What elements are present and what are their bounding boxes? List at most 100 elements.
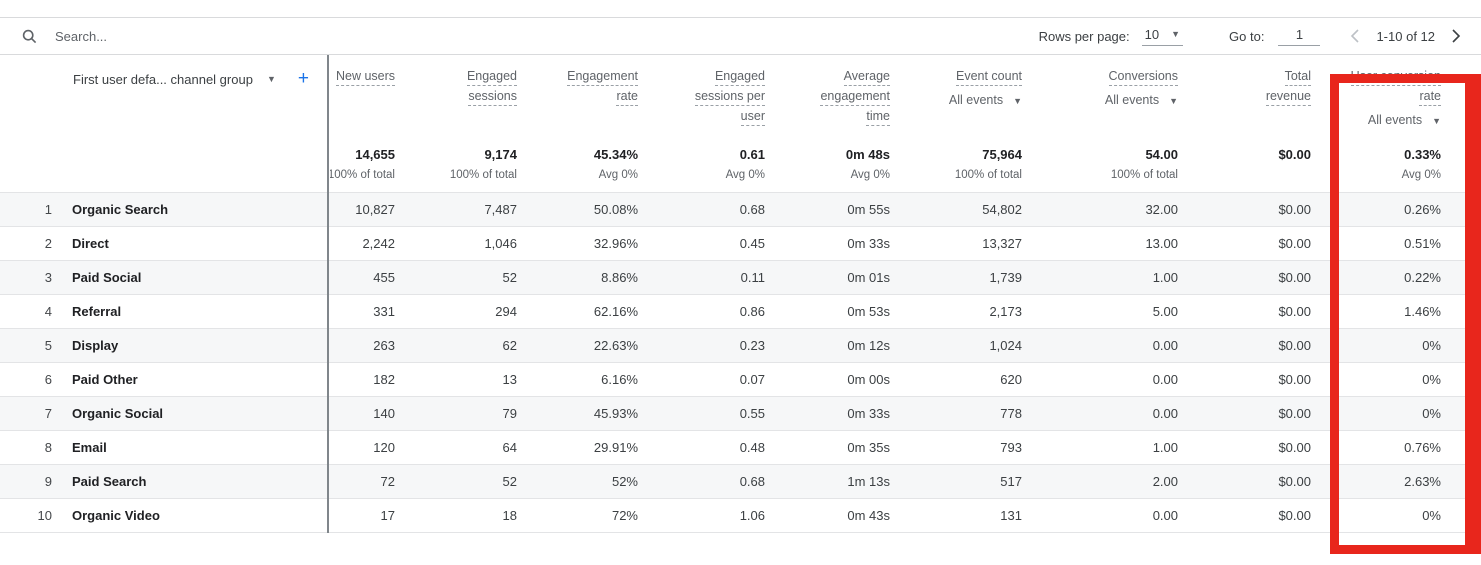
column-header-engaged-sessions-per-user[interactable]: Engaged sessions per user	[658, 55, 785, 140]
dimension-label: First user defa... channel group	[73, 71, 253, 87]
cell-engagement-rate: 22.63%	[537, 327, 658, 362]
cell-event-count: 793	[910, 429, 1042, 464]
column-header-label: Average	[843, 69, 890, 86]
cell-engagement-rate: 52%	[537, 463, 658, 498]
cell-engaged-sessions: 62	[415, 327, 537, 362]
total-engaged-sessions: 9,174 100% of total	[415, 140, 537, 192]
column-header-conversions[interactable]: Conversions All events ▼	[1042, 55, 1198, 140]
table-row: 4 Referral 331 294 62.16% 0.86 0m 53s 2,173 5.00…	[0, 293, 1481, 328]
total-subtext: Avg 0%	[1401, 169, 1441, 181]
cell-conversions: 0.00	[1042, 497, 1198, 533]
search-input[interactable]	[53, 27, 373, 45]
table-row: 3 Paid Social 455 52 8.86% 0.11 0m 01s 1,739 1.0…	[0, 259, 1481, 294]
total-value: 54.00	[1145, 147, 1178, 162]
next-page-button[interactable]	[1451, 29, 1461, 43]
user-conversion-rate-events-filter[interactable]: All events ▼	[1332, 113, 1441, 127]
cell-engaged-sessions-per-user: 0.68	[658, 191, 785, 226]
channel-name: Email	[55, 429, 328, 464]
goto-page-input[interactable]	[1278, 26, 1321, 46]
channel-name: Organic Social	[55, 395, 328, 430]
cell-engaged-sessions: 52	[415, 259, 537, 294]
row-number: 2	[0, 225, 55, 260]
chevron-down-icon: ▼	[1432, 116, 1441, 126]
cell-average-engagement-time: 0m 43s	[785, 497, 910, 533]
event-count-events-filter[interactable]: All events ▼	[911, 93, 1022, 107]
cell-engaged-sessions: 79	[415, 395, 537, 430]
total-average-engagement-time: 0m 48s Avg 0%	[785, 140, 910, 192]
total-engagement-rate: 45.34% Avg 0%	[537, 140, 658, 192]
cell-new-users: 182	[327, 361, 415, 396]
cell-new-users: 17	[327, 497, 415, 533]
cell-total-revenue: $0.00	[1198, 463, 1331, 498]
cell-total-revenue: $0.00	[1198, 293, 1331, 328]
column-header-total-revenue[interactable]: Total revenue	[1198, 55, 1331, 140]
total-value: 0.33%	[1404, 147, 1441, 162]
total-engaged-sessions-per-user: 0.61 Avg 0%	[658, 140, 785, 192]
cell-engaged-sessions: 18	[415, 497, 537, 533]
cell-conversions: 2.00	[1042, 463, 1198, 498]
column-header-user-conversion-rate[interactable]: User conversion rate All events ▼	[1331, 55, 1481, 140]
cell-user-conversion-rate: 1.46%	[1331, 293, 1481, 328]
cell-engaged-sessions-per-user: 0.48	[658, 429, 785, 464]
cell-average-engagement-time: 0m 12s	[785, 327, 910, 362]
cell-average-engagement-time: 0m 55s	[785, 191, 910, 226]
channel-name: Paid Social	[55, 259, 328, 294]
column-header-event-count[interactable]: Event count All events ▼	[910, 55, 1042, 140]
analytics-table: First user defa... channel group ▼ + New us…	[0, 55, 1481, 533]
cell-conversions: 5.00	[1042, 293, 1198, 328]
table-row: 1 Organic Search 10,827 7,487 50.08% 0.68 0m 5…	[0, 191, 1481, 226]
channel-name: Direct	[55, 225, 328, 260]
cell-user-conversion-rate: 0.26%	[1331, 191, 1481, 226]
row-number: 7	[0, 395, 55, 430]
column-header-new-users[interactable]: New users	[327, 55, 415, 140]
cell-event-count: 131	[910, 497, 1042, 533]
column-header-label: sessions per	[694, 89, 765, 106]
prev-page-button[interactable]	[1350, 29, 1360, 43]
conversions-events-filter[interactable]: All events ▼	[1043, 93, 1178, 107]
dimension-dropdown[interactable]: First user defa... channel group ▼ +	[1, 68, 326, 90]
channel-name: Display	[55, 327, 328, 362]
cell-conversions: 32.00	[1042, 191, 1198, 226]
total-value: 0m 48s	[845, 147, 890, 162]
cell-event-count: 1,024	[910, 327, 1042, 362]
cell-engagement-rate: 29.91%	[537, 429, 658, 464]
cell-conversions: 1.00	[1042, 429, 1198, 464]
row-number: 5	[0, 327, 55, 362]
rows-per-page-select[interactable]: 10 ▼	[1141, 27, 1184, 46]
total-subtext: 100% of total	[1110, 169, 1178, 181]
add-dimension-button[interactable]: +	[297, 68, 309, 89]
total-event-count: 75,964 100% of total	[910, 140, 1042, 192]
cell-new-users: 2,242	[327, 225, 415, 260]
row-number: 8	[0, 429, 55, 464]
totals-row-spacer	[0, 140, 328, 192]
total-subtext: Avg 0%	[598, 169, 638, 181]
dimension-column-header: First user defa... channel group ▼ +	[0, 55, 328, 140]
cell-engaged-sessions: 1,046	[415, 225, 537, 260]
cell-conversions: 13.00	[1042, 225, 1198, 260]
cell-user-conversion-rate: 0%	[1331, 361, 1481, 396]
cell-new-users: 263	[327, 327, 415, 362]
search-box[interactable]	[22, 27, 1039, 45]
table-row: 9 Paid Search 72 52 52% 0.68 1m 13s 517 2.00 $0.0…	[0, 463, 1481, 498]
cell-event-count: 1,739	[910, 259, 1042, 294]
goto-page-label: Go to:	[1229, 28, 1265, 44]
total-new-users: 14,655 100% of total	[327, 140, 415, 192]
table-row: 5 Display 263 62 22.63% 0.23 0m 12s 1,024 0.00 $0…	[0, 327, 1481, 362]
filter-value: All events	[1367, 113, 1423, 127]
cell-engagement-rate: 62.16%	[537, 293, 658, 328]
cell-total-revenue: $0.00	[1198, 429, 1331, 464]
column-header-engagement-rate[interactable]: Engagement rate	[537, 55, 658, 140]
cell-average-engagement-time: 0m 00s	[785, 361, 910, 396]
cell-event-count: 620	[910, 361, 1042, 396]
column-header-average-engagement-time[interactable]: Average engagement time	[785, 55, 910, 140]
cell-total-revenue: $0.00	[1198, 259, 1331, 294]
cell-engaged-sessions-per-user: 1.06	[658, 497, 785, 533]
cell-event-count: 2,173	[910, 293, 1042, 328]
table-row: 8 Email 120 64 29.91% 0.48 0m 35s 793 1.00 $0.00 0…	[0, 429, 1481, 464]
column-header-label: time	[866, 109, 890, 126]
table-row: 10 Organic Video 17 18 72% 1.06 0m 43s 131 0.00 $…	[0, 497, 1481, 533]
column-header-engaged-sessions[interactable]: Engaged sessions	[415, 55, 537, 140]
cell-engagement-rate: 45.93%	[537, 395, 658, 430]
cell-user-conversion-rate: 0.51%	[1331, 225, 1481, 260]
cell-engaged-sessions: 64	[415, 429, 537, 464]
